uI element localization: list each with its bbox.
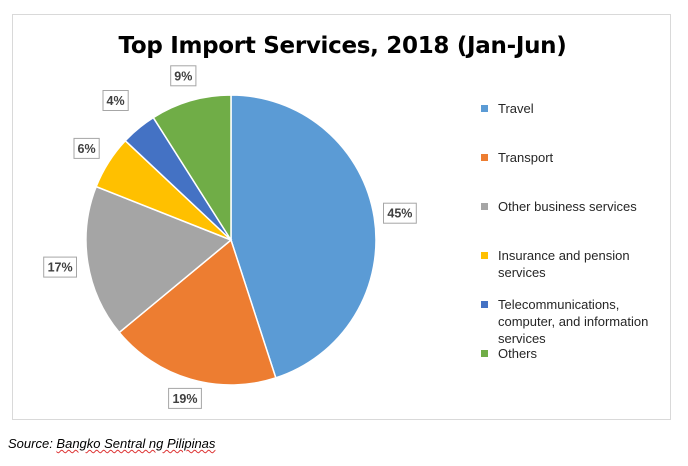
legend-label: Insurance and pension services <box>498 248 630 280</box>
legend-label: Travel <box>498 101 534 116</box>
data-label-box <box>102 90 129 111</box>
source-prefix: Source: <box>8 436 57 451</box>
legend-swatch <box>481 154 488 161</box>
data-label-text: 9% <box>174 69 192 83</box>
data-label-text: 17% <box>48 261 73 275</box>
data-label-box <box>168 387 202 409</box>
data-label: 6% <box>73 137 100 159</box>
data-label: 17% <box>43 256 77 278</box>
legend-swatch <box>481 301 488 308</box>
legend-swatch <box>481 105 488 112</box>
data-label-text: 4% <box>107 94 125 108</box>
data-label-text: 6% <box>78 142 96 156</box>
legend-label: Transport <box>498 150 554 165</box>
source-name: Bangko Sentral ng Pilipinas <box>56 436 216 451</box>
legend-label: Telecommunications, computer, and inform… <box>498 297 649 346</box>
source-note: Source: Bangko Sentral ng Pilipinas <box>8 436 215 451</box>
pie-slice-travel <box>230 94 377 379</box>
legend-swatch <box>481 203 488 210</box>
pie-slice-others <box>152 94 232 243</box>
legend-label: Other business services <box>498 199 637 214</box>
data-label: 45% <box>383 202 417 224</box>
data-label: 4% <box>102 90 129 111</box>
data-label-text: 19% <box>172 392 197 406</box>
legend-label: Others <box>498 346 538 361</box>
data-label-text: 45% <box>387 207 412 221</box>
chart-area: Top Import Services, 2018 (Jan-Jun) 45% 1… <box>12 14 671 420</box>
data-label-box <box>73 137 100 159</box>
chart-title: Top Import Services, 2018 (Jan-Jun) <box>118 33 567 59</box>
legend-swatch <box>481 350 488 357</box>
data-label-box <box>43 256 77 278</box>
pie-chart: 45% 19% 17% 6% 4% 9% <box>43 65 417 409</box>
data-label-box <box>170 65 197 87</box>
data-label: 19% <box>168 387 202 409</box>
data-label-box <box>383 202 417 224</box>
pie-slice-other-business-services <box>85 185 233 334</box>
legend-swatch <box>481 252 488 259</box>
pie-slice-transport <box>118 238 277 386</box>
data-label: 9% <box>170 65 197 87</box>
